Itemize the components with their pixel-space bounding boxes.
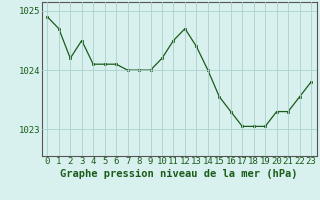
X-axis label: Graphe pression niveau de la mer (hPa): Graphe pression niveau de la mer (hPa)	[60, 169, 298, 179]
